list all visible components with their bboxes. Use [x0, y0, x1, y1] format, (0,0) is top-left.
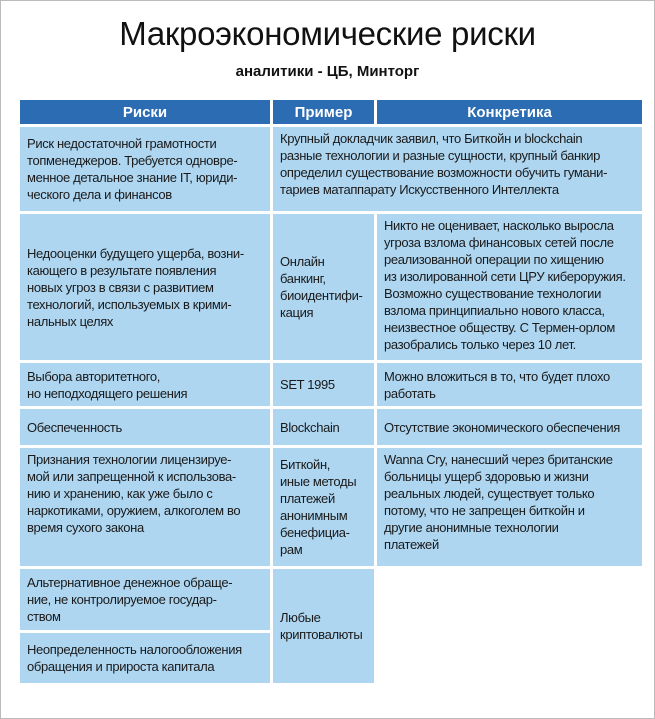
cell-text-line: SET 1995 [280, 377, 335, 392]
table-cell: Никто не оценивает, насколько выросла угр… [377, 214, 642, 360]
table-cell: SET 1995 [273, 363, 374, 406]
cell-text-line: Неопределенность налогообложения [27, 642, 242, 657]
cell-text-line: другие анонимные технологии [384, 520, 559, 535]
cell-text-line: Биткойн, [280, 457, 331, 472]
subtitle: аналитики - ЦБ, Минторг [235, 63, 420, 80]
cell-text-line: ние, не контролируемое государ- [27, 592, 217, 607]
table-cell: Биткойн, иные методы платежей анонимным бене… [273, 448, 374, 566]
cell-text-line: разные технологии и разные сущности, кру… [280, 148, 601, 163]
cell-text-line: но неподходящего решения [27, 385, 188, 401]
table-cell: Неопределенность налогообложения обращени… [20, 633, 270, 683]
cell-text-line: тариев матаппарату Искусственного Интелл… [280, 182, 559, 197]
cell-text-line: работать [384, 385, 436, 401]
cell-text-line: Альтернативное денежное обраще- [27, 575, 233, 590]
cell-text-line: платежей [384, 537, 439, 552]
cell-text-line: Wanna Cry, нанесший через британские [384, 452, 613, 467]
cell-text-line: Никто не оценивает, насколько выросла [384, 218, 614, 233]
cell-text-line: Blockchain [280, 419, 340, 435]
cell-text-line: наркотиками, оружием, алкоголем во [27, 503, 241, 518]
cell-text-line: Любые [280, 610, 321, 625]
table-cell: Признания технологии лицензируе-мой или … [20, 448, 270, 566]
cell-text-line: ческого дела и финансов [27, 187, 172, 202]
cell-text-line: потому, что не запрещен биткойн и [384, 503, 585, 518]
column-header: Пример [273, 100, 374, 124]
cell-text-line: криптовалюты [280, 627, 363, 642]
cell-text-line: ством [27, 609, 61, 624]
table-cell: Риск недостаточной грамотности топменедже… [20, 127, 270, 211]
risk-table: Риски Пример Конкретика Риск недостаточной… [17, 97, 645, 686]
cell-text-line: Недооценки будущего ущерба, возни- [27, 245, 244, 261]
header-row: Риски Пример Конкретика [20, 100, 642, 124]
table-row: Альтернативное денежное обраще-ние, не к… [20, 569, 642, 683]
cell-text-line: банкинг, [280, 271, 326, 286]
table-cell: Выбора авторитетного, но неподходящего ре… [20, 363, 270, 406]
table-row: Неопределенность налогообложения обращени… [20, 633, 642, 683]
cell-text-line: из изолированной сети ЦРУ кибероружия. [384, 269, 626, 284]
cell-text-line: Можно вложиться в то, что будет плохо [384, 368, 610, 384]
cell-text-line: платежей [280, 491, 335, 506]
title: Макроэкономические риски [119, 15, 536, 52]
table-cell: Недооценки будущего ущерба, возни-кающег… [20, 214, 270, 360]
cell-text-line: обращения и прироста капитала [27, 659, 215, 674]
table-cell: Можно вложиться в то, что будет плохо раб… [377, 363, 642, 406]
cell-text-line: менное детальное знание IT, юриди- [27, 170, 238, 185]
column-header: Риски [20, 100, 270, 124]
cell-text-line: Отсутствие экономического обеспечения [384, 419, 620, 435]
cell-text-line: время сухого закона [27, 520, 144, 535]
cell-text-line: взлома принципиально нового класса, [384, 303, 605, 318]
cell-text-line: неизвестное обществу. С Термен-орлом [384, 320, 615, 335]
cell-text-line: реализованной операции по хищению [384, 252, 604, 267]
cell-text-line: Крупный докладчик заявил, что Биткойн и … [280, 131, 583, 146]
column-header: Конкретика [377, 100, 642, 124]
cell-text-line: кация [280, 305, 314, 320]
cell-text-line: Онлайн [280, 254, 325, 269]
table-cell: Онлайн банкинг, биоидентифи-кация [273, 214, 374, 360]
cell-text-line: разобрались только через 10 лет. [384, 337, 576, 352]
table-cell: Blockchain [273, 409, 374, 445]
cell-text-line: новых угроз в связи с развитием [27, 279, 214, 295]
cell-text-line: иные методы [280, 474, 357, 489]
cell-text-line: рам [280, 542, 303, 557]
table-cell: Любые криптовалюты [273, 569, 374, 683]
cell-text-line: биоидентифи- [280, 288, 363, 303]
table-row: Недооценки будущего ущерба, возни-кающег… [20, 214, 642, 360]
cell-text-line: Признания технологии лицензируе- [27, 452, 232, 467]
table-cell: Отсутствие экономического обеспечения [377, 409, 642, 445]
cell-text-line: Риск недостаточной грамотности [27, 136, 217, 151]
table-cell: Крупный докладчик заявил, что Биткойн и … [273, 127, 642, 211]
cell-text-line: технологий, используемых в крими- [27, 296, 232, 312]
cell-text-line: определил существование возможности обуч… [280, 165, 608, 180]
table-row: Риск недостаточной грамотности топменедже… [20, 127, 642, 211]
table-row: Выбора авторитетного, но неподходящего ре… [20, 363, 642, 406]
cell-text-line: нальных целях [27, 313, 114, 329]
cell-text-line: реальных людей, существует только [384, 486, 595, 501]
table-cell: Wanna Cry, нанесший через британские боль… [377, 448, 642, 566]
cell-text-line: Обеспеченность [27, 419, 122, 435]
cell-text-line: топменеджеров. Требуется одновре- [27, 153, 238, 168]
cell-text-line: больницы ущерб здоровью и жизни [384, 469, 589, 484]
cell-text-line: нию и хранению, как уже было с [27, 486, 213, 501]
cell-text-line: Выбора авторитетного, [27, 368, 161, 384]
table-row: Признания технологии лицензируе-мой или … [20, 448, 642, 566]
table-cell: Альтернативное денежное обраще-ние, не к… [20, 569, 270, 630]
cell-text-line: Возможно существование технологии [384, 286, 602, 301]
table-row: Обеспеченность Blockchain Отсутствие эконо… [20, 409, 642, 445]
cell-text-line: угроза взлома финансовых сетей после [384, 235, 614, 250]
cell-text-line: мой или запрещенной к использова- [27, 469, 236, 484]
table-cell: Обеспеченность [20, 409, 270, 445]
cell-text-line: бенефициа- [280, 525, 350, 540]
cell-text-line: кающего в результате появления [27, 262, 217, 278]
cell-text-line: анонимным [280, 508, 348, 523]
